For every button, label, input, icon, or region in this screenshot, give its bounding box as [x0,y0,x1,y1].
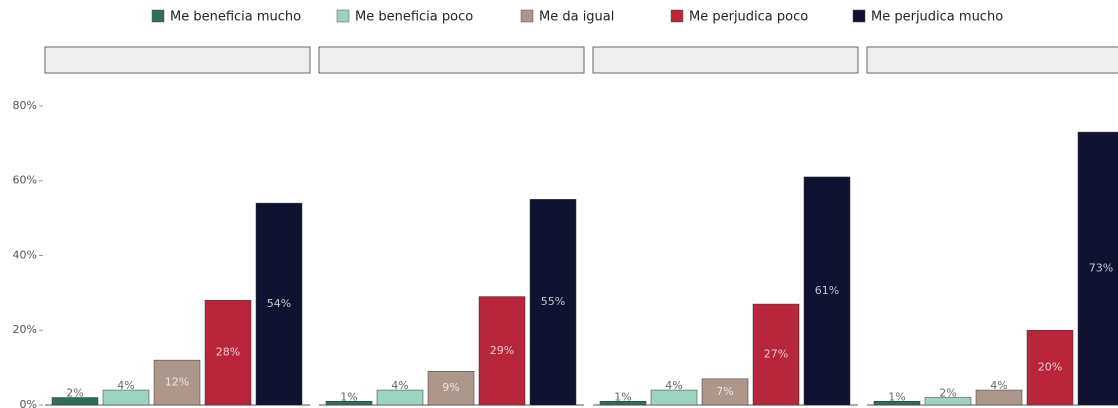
legend-swatch [151,9,165,23]
legend-swatch [336,9,350,23]
data-label: 2% [939,387,956,400]
bar [478,296,526,406]
facet-strip [318,46,585,74]
legend-swatch [520,9,534,23]
data-label: 12% [165,376,189,389]
data-label: 4% [665,379,682,392]
data-label: 29% [490,344,514,357]
bar [1026,329,1074,406]
facet-strip [866,46,1118,74]
facet-strip [44,46,311,74]
bar [204,300,252,406]
bar [153,359,201,406]
data-label: 20% [1038,361,1062,374]
bar [102,389,150,406]
bar [650,389,698,406]
data-label: 4% [990,379,1007,392]
y-tick-label: 20% [13,323,37,336]
y-tick-label: 60% [13,174,37,187]
legend-label: Me perjudica mucho [871,10,1003,25]
bar [1077,131,1118,406]
bar [701,378,749,406]
bar [427,371,475,406]
data-label: 28% [216,346,240,359]
bar [529,199,577,406]
data-label: 1% [614,390,631,403]
legend-label: Me beneficia poco [355,10,473,25]
data-label: 2% [66,387,83,400]
bar [873,401,921,406]
legend-swatch [670,9,684,23]
bar [325,401,373,406]
data-label: 1% [888,390,905,403]
data-label: 61% [815,284,839,297]
legend-label: Me perjudica poco [689,10,808,25]
data-label: 27% [764,348,788,361]
bar [255,202,303,406]
bar [924,397,972,406]
facet-strip [592,46,859,74]
bar [376,389,424,406]
y-tick-label: 80% [13,99,37,112]
bar [51,397,99,406]
data-label: 55% [541,295,565,308]
bar [975,389,1023,406]
legend-label: Me beneficia mucho [170,10,301,25]
data-label: 54% [267,297,291,310]
data-label: 9% [442,381,459,394]
data-label: 73% [1089,262,1113,275]
y-tick-label: 0% [20,398,37,408]
legend-label: Me da igual [539,10,614,25]
legend-swatch [852,9,866,23]
data-label: 4% [117,379,134,392]
y-tick-label: 40% [13,248,37,261]
bar [752,303,800,406]
data-label: 7% [716,385,733,398]
data-label: 1% [340,390,357,403]
data-label: 4% [391,379,408,392]
bar [599,401,647,406]
bar [803,176,851,406]
